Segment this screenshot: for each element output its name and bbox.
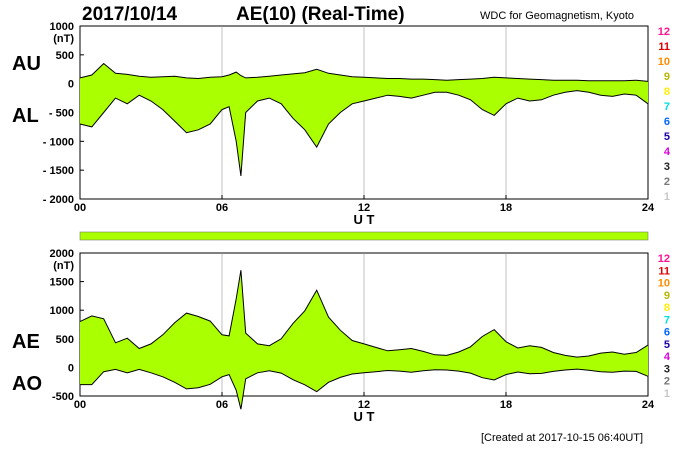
series-label-ae: AE [12,331,40,353]
station-count-label: 7 [664,314,670,326]
series-label-au: AU [12,53,41,75]
station-count-label: 10 [658,56,670,68]
station-count-label: 7 [664,101,670,113]
y-tick-label: - 1500 [43,165,74,177]
station-count-label: 6 [664,116,670,128]
x-tick-label: 00 [74,202,86,214]
y-tick-label: 2000 [50,248,74,260]
station-count-label: 2 [664,376,670,388]
station-count-label: 10 [658,278,670,290]
x-tick-label: 24 [642,202,655,214]
station-count-label: 9 [664,71,670,83]
x-tick-label: 00 [74,399,86,411]
station-count-label: 5 [664,339,670,351]
station-count-label: 2 [664,176,670,188]
x-axis-label: U T [354,409,375,424]
filled-band [80,63,648,176]
station-count-label: 11 [658,41,670,53]
station-count-label: 12 [658,26,670,38]
x-tick-label: 12 [358,202,370,214]
station-count-label: 3 [664,161,670,173]
x-tick-label: 24 [642,399,655,411]
station-count-label: 4 [664,351,671,363]
x-tick-label: 18 [500,202,512,214]
y-tick-label: 1500 [50,277,74,289]
station-count-label: 4 [664,146,671,158]
y-tick-label: - 2000 [43,194,74,206]
y-tick-label: 0 [68,362,74,374]
series-label-ao: AO [12,373,42,395]
created-timestamp: [Created at 2017-10-15 06:40UT] [481,432,644,444]
station-count-label: 12 [658,253,670,265]
al-series-line [79,90,649,176]
x-tick-label: 12 [358,399,370,411]
station-count-label: 1 [664,388,670,400]
station-count-label: 5 [664,131,670,143]
station-count-label: 8 [664,86,670,98]
y-tick-label: - 500 [49,108,74,120]
y-tick-label: 500 [56,50,74,62]
x-tick-label: 06 [216,202,228,214]
station-count-bar [79,231,649,241]
ao-series-line [80,368,649,410]
y-tick-label: 1000 [50,21,74,33]
y-unit-label: (nT) [53,260,74,272]
ae-series-line [79,270,649,358]
station-count-label: 8 [664,302,670,314]
y-unit-label: (nT) [53,33,74,45]
y-tick-label: -500 [52,391,74,403]
station-count-label: 11 [658,265,670,277]
station-count-label: 3 [664,363,670,375]
station-count-label: 6 [664,327,670,339]
chart-title: AE(10) (Real-Time) [236,4,405,25]
x-tick-label: 06 [216,399,228,411]
y-tick-label: 0 [68,79,74,91]
au-series-line [79,62,649,82]
x-tick-label: 18 [500,399,512,411]
y-tick-label: - 1000 [43,136,74,148]
source-organization: WDC for Geomagnetism, Kyoto [480,10,635,22]
y-tick-label: 1000 [50,305,74,317]
y-tick-label: 500 [56,334,74,346]
station-count-label: 1 [664,191,670,203]
station-count-label: 9 [664,290,670,302]
x-axis-label: U T [354,212,375,227]
series-label-al: AL [12,105,39,127]
chart-date: 2017/10/14 [82,4,178,25]
